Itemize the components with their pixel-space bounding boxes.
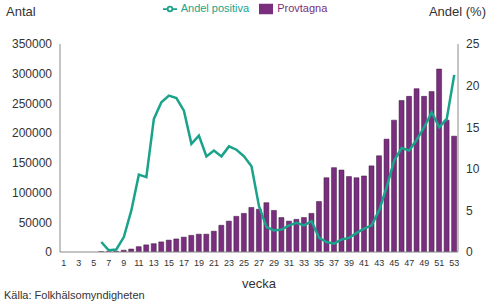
svg-text:15: 15: [164, 258, 174, 268]
html-text:Andel positiva: Andel positiva: [180, 2, 250, 14]
svg-text:25: 25: [466, 37, 480, 51]
svg-text:51: 51: [434, 258, 444, 268]
svg-text:45: 45: [389, 258, 399, 268]
svg-text:15: 15: [466, 121, 480, 135]
svg-text:25: 25: [239, 258, 249, 268]
svg-text:20: 20: [466, 79, 480, 93]
svg-text:41: 41: [359, 258, 369, 268]
svg-text:19: 19: [194, 258, 204, 268]
svg-text:31: 31: [284, 258, 294, 268]
svg-text:0: 0: [466, 245, 473, 259]
svg-text:39: 39: [344, 258, 354, 268]
svg-text:0: 0: [45, 245, 52, 259]
svg-text:9: 9: [121, 258, 126, 268]
html-text:Källa: Folkhälsomyndigheten: Källa: Folkhälsomyndigheten: [4, 289, 145, 301]
svg-text:3: 3: [76, 258, 81, 268]
svg-text:47: 47: [404, 258, 414, 268]
svg-text:7: 7: [106, 258, 111, 268]
svg-text:13: 13: [149, 258, 159, 268]
svg-text:49: 49: [419, 258, 429, 268]
html-text:Antal: Antal: [6, 4, 36, 19]
svg-text:250000: 250000: [12, 97, 52, 111]
svg-text:150000: 150000: [12, 156, 52, 170]
svg-text:5: 5: [91, 258, 96, 268]
svg-text:50000: 50000: [19, 216, 53, 230]
svg-text:5: 5: [466, 204, 473, 218]
svg-text:37: 37: [329, 258, 339, 268]
svg-text:10: 10: [466, 162, 480, 176]
svg-text:43: 43: [374, 258, 384, 268]
svg-text:300000: 300000: [12, 67, 52, 81]
svg-text:vecka: vecka: [242, 276, 277, 290]
svg-text:1: 1: [61, 258, 66, 268]
svg-text:27: 27: [254, 258, 264, 268]
svg-text:350000: 350000: [12, 37, 52, 51]
svg-text:17: 17: [179, 258, 189, 268]
svg-text:100000: 100000: [12, 186, 52, 200]
svg-text:33: 33: [299, 258, 309, 268]
svg-text:11: 11: [134, 258, 143, 268]
svg-text:23: 23: [224, 258, 234, 268]
svg-text:35: 35: [314, 258, 324, 268]
html-text:Andel (%): Andel (%): [428, 4, 486, 19]
svg-text:29: 29: [269, 258, 279, 268]
svg-text:53: 53: [449, 258, 459, 268]
svg-text:21: 21: [209, 258, 219, 268]
html-text:Provtagna: Provtagna: [277, 2, 328, 14]
svg-text:200000: 200000: [12, 126, 52, 140]
